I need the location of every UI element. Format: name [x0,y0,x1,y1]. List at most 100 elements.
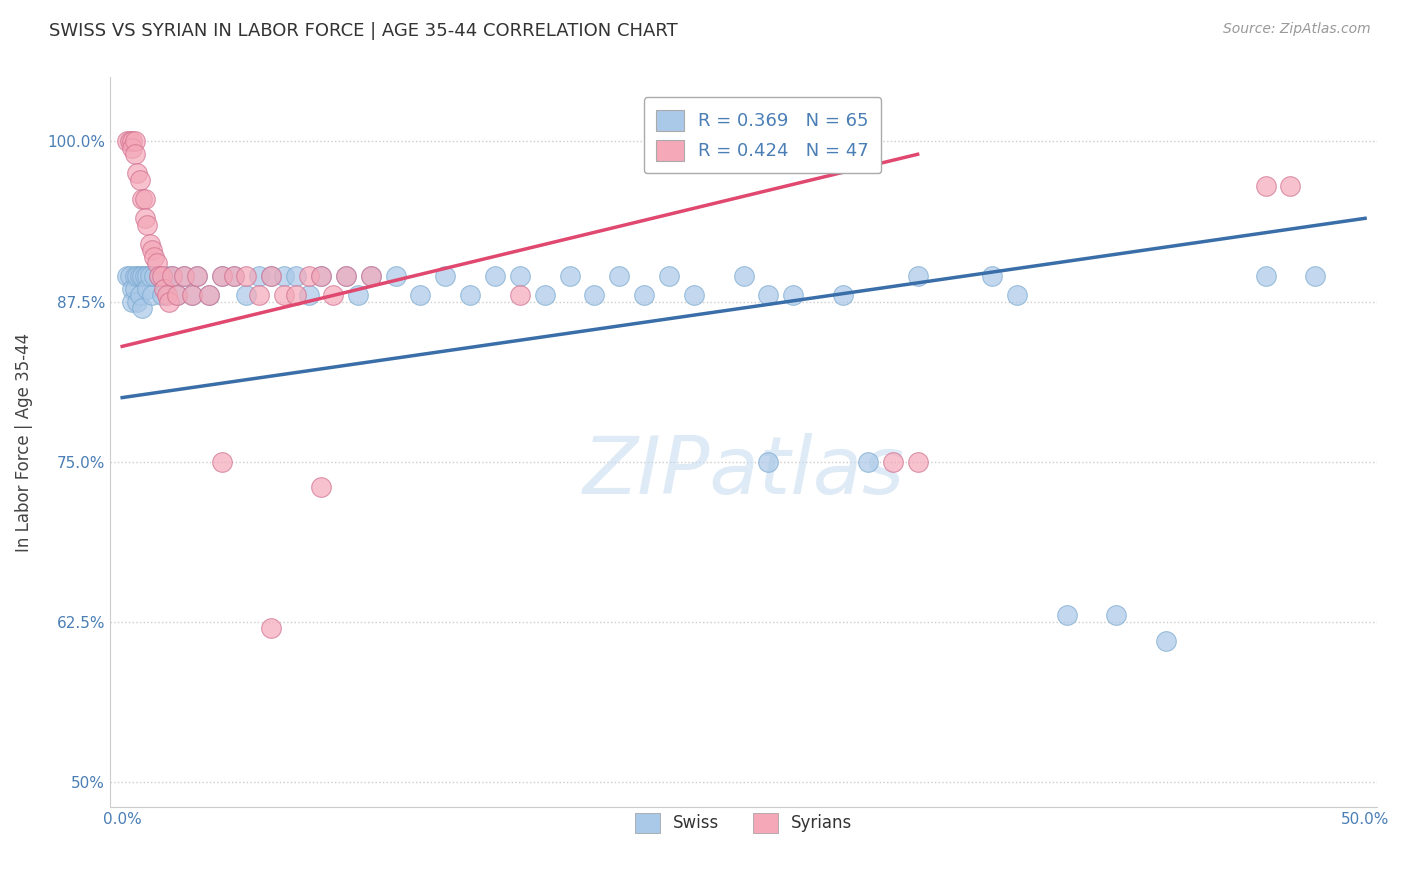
Point [211,268,233,283]
Point [211,268,233,283]
Point [832,288,855,302]
Point [156,288,179,302]
Point [138,236,160,251]
Point [733,268,755,283]
Point [273,268,295,283]
Point [136,218,159,232]
Point [583,288,606,302]
Point [434,268,457,283]
Point [127,268,149,283]
Point [160,268,183,283]
Point [335,268,357,283]
Point [131,301,153,315]
Point [124,135,146,149]
Point [156,268,179,283]
Point [180,288,202,302]
Point [136,282,159,296]
Point [633,288,655,302]
Point [558,268,581,283]
Point [683,288,706,302]
Point [335,268,357,283]
Point [143,268,166,283]
Point [1254,268,1277,283]
Point [115,268,138,283]
Point [136,268,159,283]
Point [882,455,904,469]
Point [360,268,382,283]
Point [141,288,163,302]
Point [260,268,283,283]
Point [409,288,432,302]
Point [235,268,257,283]
Point [128,173,150,187]
Point [347,288,370,302]
Text: ZIPatlas: ZIPatlas [582,433,904,510]
Point [127,294,149,309]
Point [297,268,319,283]
Point [148,268,170,283]
Point [118,135,141,149]
Point [1254,179,1277,194]
Point [658,268,681,283]
Text: Source: ZipAtlas.com: Source: ZipAtlas.com [1223,22,1371,37]
Point [309,480,332,494]
Point [160,268,183,283]
Point [384,268,406,283]
Point [153,282,176,296]
Point [607,268,630,283]
Point [1305,268,1327,283]
Point [782,288,804,302]
Point [533,288,555,302]
Point [907,268,929,283]
Point [131,192,153,206]
Point [134,192,156,206]
Point [157,294,180,309]
Legend: Swiss, Syrians: Swiss, Syrians [628,806,859,839]
Point [173,268,195,283]
Point [131,268,153,283]
Point [121,294,143,309]
Point [260,621,283,635]
Point [247,288,270,302]
Point [128,268,150,283]
Point [758,288,780,302]
Point [166,288,188,302]
Point [186,268,208,283]
Point [297,288,319,302]
Point [150,288,173,302]
Point [1056,608,1078,623]
Point [273,288,295,302]
Point [322,288,344,302]
Point [484,268,506,283]
Text: SWISS VS SYRIAN IN LABOR FORCE | AGE 35-44 CORRELATION CHART: SWISS VS SYRIAN IN LABOR FORCE | AGE 35-… [49,22,678,40]
Point [758,455,780,469]
Point [222,268,245,283]
Point [907,455,929,469]
Point [127,166,149,180]
Point [128,288,150,302]
Point [121,282,143,296]
Point [856,455,879,469]
Point [134,211,156,226]
Point [235,288,257,302]
Point [146,256,169,270]
Point [309,268,332,283]
Point [198,288,221,302]
Point [1105,608,1128,623]
Point [198,288,221,302]
Point [124,282,146,296]
Point [118,268,141,283]
Point [509,288,531,302]
Point [141,244,163,258]
Point [285,288,308,302]
Point [180,288,202,302]
Point [121,135,143,149]
Point [509,268,531,283]
Point [285,268,308,283]
Point [148,268,170,283]
Point [124,268,146,283]
Point [138,268,160,283]
Point [1279,179,1302,194]
Point [115,135,138,149]
Point [458,288,481,302]
